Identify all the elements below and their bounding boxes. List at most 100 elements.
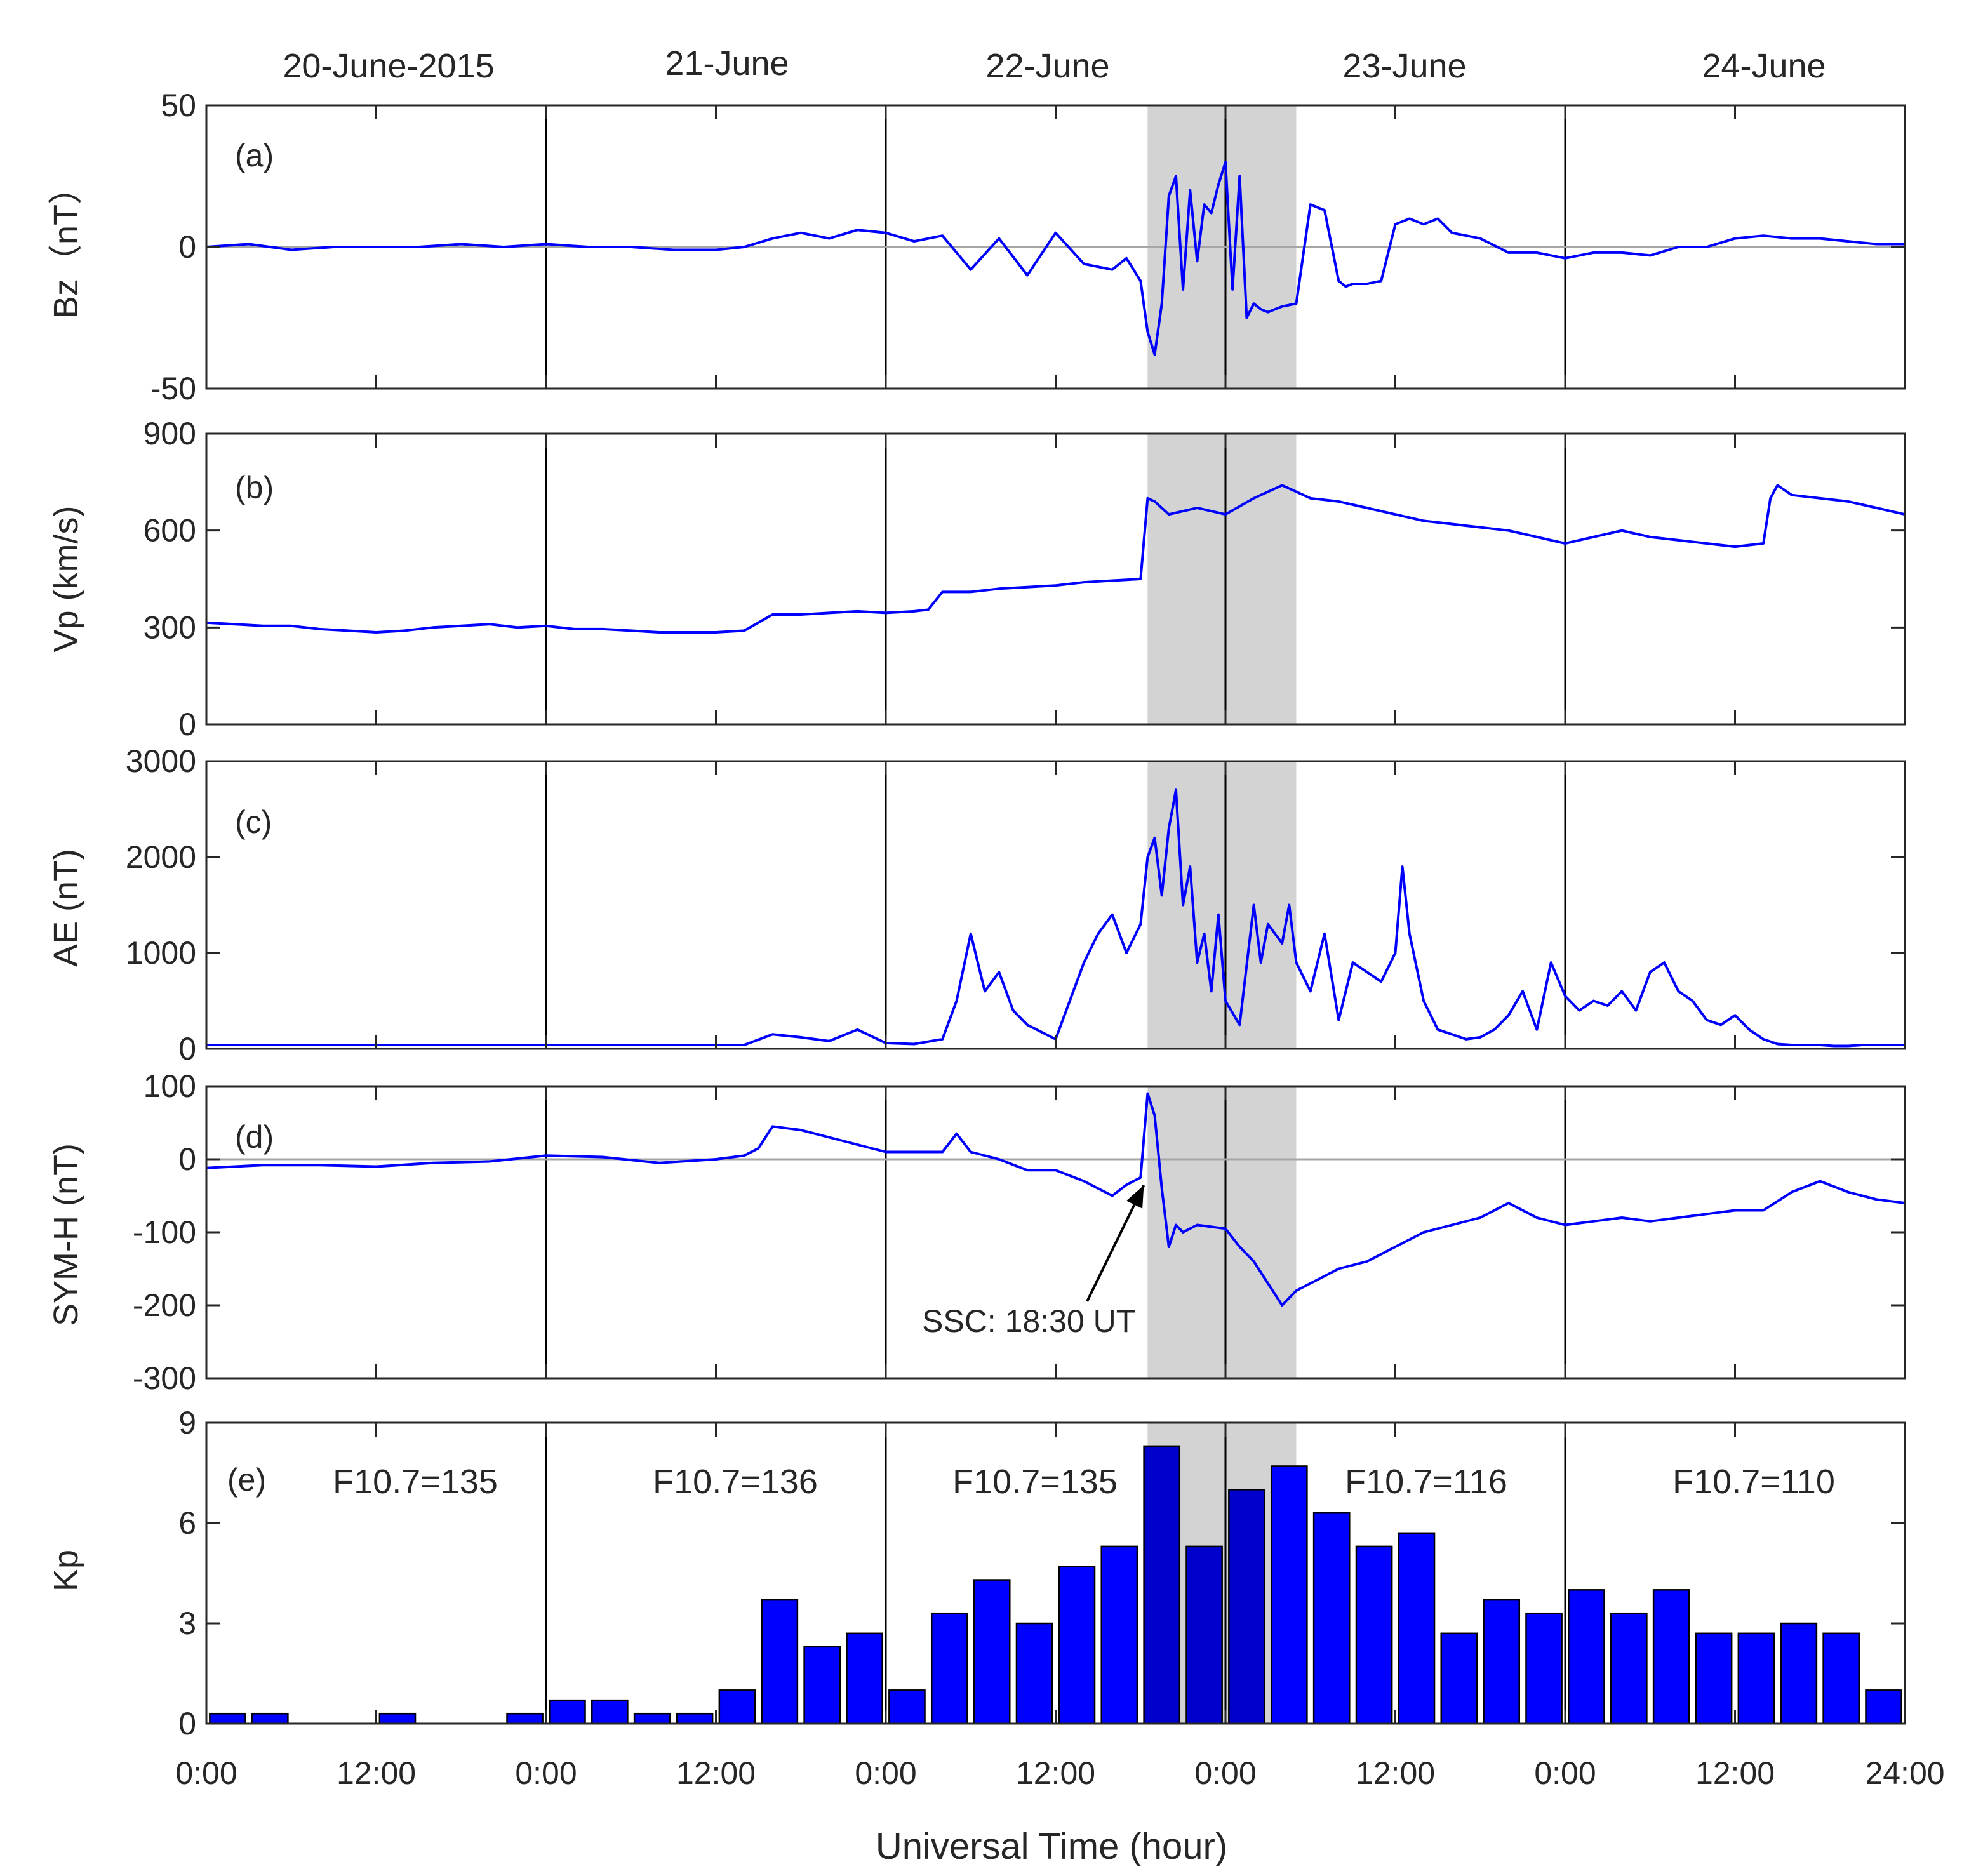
- storm-shade-panel-1: [1147, 434, 1297, 724]
- panel-label-c: (c): [235, 804, 272, 840]
- date-label-2: 22-June: [985, 47, 1109, 85]
- ytick-label-panel-0-1: 0: [178, 229, 196, 265]
- kp-bar-1: [251, 1712, 289, 1725]
- xtick-label-4: 0:00: [855, 1755, 916, 1791]
- y-axis-label-kp: Kp: [47, 1550, 85, 1592]
- storm-shade-panel-3: [1147, 1086, 1297, 1378]
- ssc-annotation-label: SSC: 18:30 UT: [922, 1303, 1135, 1339]
- ytick-label-panel-4-0: 9: [178, 1405, 196, 1440]
- date-label-3: 23-June: [1342, 47, 1466, 85]
- y-axis-label-ae: AE (nT): [47, 849, 85, 967]
- kp-bar-13: [761, 1599, 799, 1725]
- kp-bar-20: [1058, 1566, 1096, 1725]
- f107-label-1: F10.7=136: [653, 1463, 818, 1501]
- kp-bar-30: [1483, 1599, 1521, 1725]
- kp-bar-12: [718, 1689, 756, 1725]
- xtick-label-2: 0:00: [515, 1755, 577, 1791]
- series-line-panel-3: [206, 1092, 1906, 1307]
- xtick-label-0: 0:00: [175, 1755, 237, 1791]
- ytick-label-panel-1-3: 0: [178, 707, 196, 742]
- kp-bar-35: [1695, 1632, 1733, 1725]
- kp-bar-34: [1652, 1589, 1690, 1725]
- kp-bar-23: [1185, 1545, 1223, 1725]
- series-layer: [206, 161, 1906, 1725]
- kp-bar-8: [549, 1699, 586, 1725]
- f107-label-3: F10.7=116: [1345, 1463, 1507, 1501]
- kp-bar-31: [1525, 1612, 1563, 1725]
- y-axis-label-bz: Bz（nT）: [47, 170, 85, 319]
- kp-bar-14: [803, 1646, 841, 1725]
- kp-bar-26: [1312, 1512, 1351, 1725]
- ytick-label-panel-1-2: 300: [144, 609, 196, 645]
- day-lines-layer: [206, 105, 1905, 1724]
- kp-bar-36: [1737, 1632, 1775, 1725]
- ytick-label-panel-3-2: -100: [133, 1214, 196, 1250]
- kp-bar-27: [1355, 1545, 1393, 1725]
- y-axis-labels-layer: Bz（nT） Vp (km/s) AE (nT) SYM-H (nT) Kp: [47, 170, 85, 1592]
- labels-layer: 20-June-2015 21-June 22-June 23-June 24-…: [126, 44, 1945, 1867]
- y-axis-label-vp: Vp (km/s): [47, 505, 85, 652]
- axes-frames-layer: [205, 104, 1906, 1725]
- ytick-label-panel-4-3: 0: [178, 1706, 196, 1741]
- ytick-label-panel-3-0: 100: [144, 1068, 196, 1104]
- kp-bar-25: [1270, 1465, 1308, 1725]
- panel-label-b: (b): [235, 470, 274, 505]
- kp-bar-32: [1568, 1589, 1605, 1725]
- xtick-label-8: 0:00: [1534, 1755, 1596, 1791]
- kp-bar-21: [1100, 1545, 1138, 1725]
- xtick-label-3: 12:00: [676, 1755, 756, 1791]
- xtick-label-9: 12:00: [1695, 1755, 1775, 1791]
- ytick-label-panel-4-1: 6: [178, 1505, 196, 1541]
- ytick-label-panel-4-2: 3: [178, 1606, 196, 1641]
- f107-label-2: F10.7=135: [952, 1463, 1118, 1501]
- kp-bar-22: [1143, 1445, 1181, 1725]
- kp-bar-37: [1780, 1622, 1818, 1725]
- ssc-arrow-head: [1126, 1185, 1144, 1209]
- kp-bar-28: [1398, 1532, 1436, 1725]
- kp-bar-18: [973, 1579, 1011, 1725]
- ytick-label-panel-3-1: 0: [178, 1141, 196, 1177]
- f107-label-4: F10.7=110: [1672, 1463, 1835, 1501]
- ytick-label-panel-2-1: 2000: [126, 839, 196, 875]
- kp-bar-0: [209, 1712, 246, 1725]
- date-label-0: 20-June-2015: [283, 47, 494, 85]
- kp-bar-4: [378, 1712, 417, 1725]
- xtick-label-5: 12:00: [1016, 1755, 1095, 1791]
- kp-bar-16: [888, 1689, 926, 1725]
- panel-label-d: (d): [235, 1119, 274, 1155]
- xtick-label-1: 12:00: [337, 1755, 416, 1791]
- kp-bar-33: [1610, 1612, 1648, 1725]
- date-label-4: 24-June: [1702, 47, 1826, 85]
- x-axis-label: Universal Time (hour): [876, 1826, 1227, 1867]
- f107-label-0: F10.7=135: [333, 1463, 498, 1501]
- kp-bar-15: [846, 1632, 883, 1725]
- series-line-panel-0: [206, 161, 1905, 356]
- xtick-label-10: 24:00: [1865, 1755, 1944, 1791]
- ytick-label-panel-0-0: 50: [161, 88, 196, 123]
- y-axis-label-symh: SYM-H (nT): [47, 1143, 85, 1326]
- xtick-label-7: 12:00: [1356, 1755, 1435, 1791]
- kp-bar-10: [633, 1712, 671, 1725]
- kp-bar-7: [506, 1712, 544, 1725]
- kp-bar-9: [591, 1699, 629, 1725]
- panel-label-e: (e): [227, 1462, 266, 1498]
- series-line-panel-2: [206, 788, 1905, 1048]
- kp-bar-24: [1228, 1489, 1265, 1725]
- ytick-label-panel-3-4: -300: [133, 1360, 196, 1396]
- ytick-label-panel-1-1: 600: [144, 513, 196, 549]
- ytick-label-panel-3-3: -200: [133, 1287, 196, 1323]
- storm-shade-panel-2: [1147, 761, 1297, 1049]
- ytick-label-panel-2-3: 0: [178, 1031, 196, 1067]
- ytick-label-panel-2-2: 1000: [126, 935, 196, 971]
- series-line-panel-1: [206, 484, 1906, 634]
- ytick-label-panel-0-2: -50: [150, 371, 196, 406]
- kp-bar-17: [930, 1612, 968, 1725]
- date-label-1: 21-June: [665, 44, 789, 83]
- axes-frame-panel-2: [205, 760, 1906, 1050]
- panel-label-a: (a): [235, 138, 274, 173]
- kp-bar-19: [1015, 1622, 1053, 1725]
- kp-bar-11: [676, 1712, 714, 1725]
- kp-bar-29: [1440, 1632, 1478, 1725]
- kp-bar-39: [1865, 1689, 1902, 1725]
